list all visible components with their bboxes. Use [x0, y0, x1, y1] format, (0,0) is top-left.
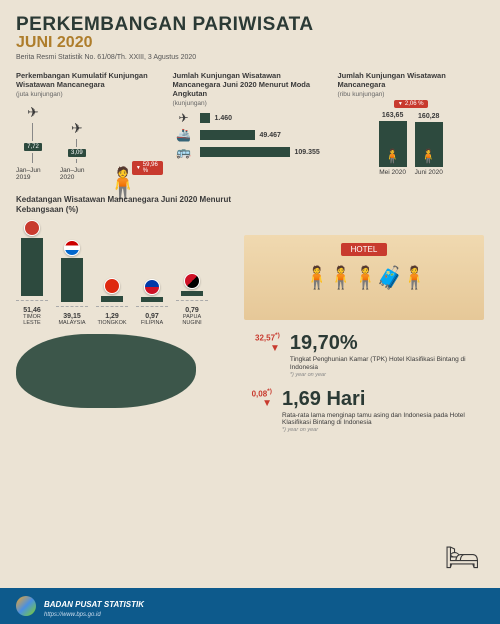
nationality-item: 51,46TIMOR LESTE [16, 220, 48, 326]
tpk-arrow: 32,57*) [244, 332, 280, 378]
land-value: 109.355 [295, 149, 320, 156]
hotel-sign: HOTEL [341, 243, 388, 256]
cumulative-unit: (juta kunjungan) [16, 91, 163, 98]
nationality-label: MALAYSIA [58, 321, 85, 327]
tpk-note: *) year on year [290, 372, 484, 378]
stay-note: *) year on year [282, 427, 484, 433]
air-bar [200, 113, 210, 123]
transport-title: Jumlah Kunjungan Wisatawan Mancanegara J… [173, 71, 328, 98]
flag-icon [24, 220, 40, 236]
visits-change: 2,06 % [394, 100, 428, 108]
traveler-icon: 🧍 [104, 166, 141, 201]
flag-icon [104, 278, 120, 294]
stay-arrow: 0,08*) [244, 388, 272, 434]
nationality-item: 0,79PAPUA NUGINI [176, 273, 208, 326]
nationality-value: 51,46 [23, 307, 41, 314]
flag-icon [184, 273, 200, 289]
nationality-bar [21, 238, 43, 296]
label-2019: Jan–Jun 2019 [16, 167, 50, 181]
jun-label: Juni 2020 [415, 169, 443, 176]
visits-title: Jumlah Kunjungan Wisatawan Mancanegara [338, 71, 485, 89]
footer-url: https://www.bps.go.id [44, 612, 144, 618]
mei-value: 163,65 [379, 112, 407, 119]
label-2020: Jan–Jun 2020 [60, 167, 94, 181]
stay-desc: Rata-rata lama menginap tamu asing dan I… [282, 412, 484, 428]
visits-unit: (ribu kunjungan) [338, 91, 485, 98]
jun-bar: 🧍 [415, 122, 443, 167]
nationality-bar [141, 297, 163, 302]
nationality-value: 0,79 [185, 307, 199, 314]
airplane-icon: ✈ [27, 104, 39, 121]
sea-bar [200, 130, 255, 140]
air-icon: ✈ [173, 111, 195, 125]
nationality-item: 39,15MALAYSIA [56, 240, 88, 327]
page-title: PERKEMBANGAN PARIWISATA [16, 14, 484, 36]
land-icon: 🚌 [173, 145, 195, 159]
transport-unit: (kunjungan) [173, 100, 328, 107]
flag-icon [64, 240, 80, 256]
land-bar [200, 147, 290, 157]
hotel-illustration: HOTEL 🧍🧍🧍🧳🧍 [244, 235, 484, 320]
cumulative-title: Perkembangan Kumulatif Kunjungan Wisataw… [16, 71, 163, 89]
nationality-value: 1,29 [105, 313, 119, 320]
nationality-value: 0,97 [145, 313, 159, 320]
stay-value: 1,69 Hari [282, 388, 484, 411]
world-map [16, 334, 236, 414]
value-2019: 7,72 [24, 143, 42, 151]
airplane-icon: ✈ [71, 120, 83, 137]
footer: BADAN PUSAT STATISTIK https://www.bps.go… [0, 588, 500, 624]
nationality-bar [101, 296, 123, 302]
nationality-label: PAPUA NUGINI [176, 315, 208, 326]
tpk-desc: Tingkat Penghunian Kamar (TPK) Hotel Kla… [290, 356, 484, 372]
jun-value: 160,28 [415, 113, 443, 120]
page-subtitle: Berita Resmi Statistik No. 61/08/Th. XXI… [16, 54, 484, 61]
sea-icon: 🚢 [173, 128, 195, 142]
nationality-value: 39,15 [63, 313, 81, 320]
tpk-value: 19,70% [290, 332, 484, 355]
nationality-label: TIMOR LESTE [16, 315, 48, 326]
nationality-label: TIONGKOK [97, 321, 126, 327]
air-value: 1.460 [215, 115, 233, 122]
flag-icon [144, 279, 160, 295]
sea-value: 49.467 [260, 132, 281, 139]
value-2020: 3,09 [68, 149, 86, 157]
bed-icon: 🛏 [444, 541, 480, 574]
footer-org: BADAN PUSAT STATISTIK [44, 600, 144, 609]
nationality-item: 1,29TIONGKOK [96, 278, 128, 327]
mei-bar: 🧍 [379, 121, 407, 167]
nationality-item: 0,97FILIPINA [136, 279, 168, 327]
mei-label: Mei 2020 [379, 169, 407, 176]
bps-logo-icon [16, 596, 36, 616]
nationality-label: FILIPINA [141, 321, 163, 327]
nationality-bar [61, 258, 83, 302]
nationality-bar [181, 291, 203, 296]
page-date: JUNI 2020 [16, 34, 484, 52]
